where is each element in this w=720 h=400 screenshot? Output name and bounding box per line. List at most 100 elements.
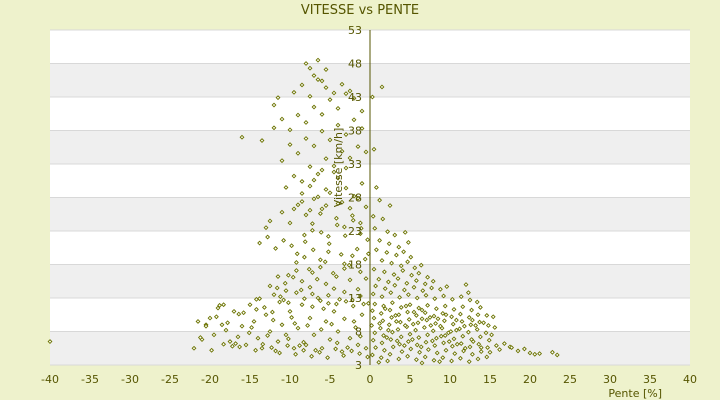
data-point xyxy=(469,317,475,323)
data-point xyxy=(341,289,347,295)
data-point xyxy=(408,254,414,260)
data-point xyxy=(271,292,277,298)
data-point xyxy=(331,169,337,175)
data-point xyxy=(419,316,425,322)
x-tick-label: 40 xyxy=(683,373,697,386)
x-tick-label: -40 xyxy=(41,373,59,386)
data-point xyxy=(330,270,336,276)
data-point xyxy=(412,265,418,271)
data-point xyxy=(414,295,420,301)
data-point xyxy=(317,349,323,355)
data-point xyxy=(319,128,325,134)
data-point xyxy=(309,270,315,275)
data-point xyxy=(477,319,483,325)
data-point xyxy=(219,322,225,328)
data-point xyxy=(549,349,555,355)
data-point xyxy=(397,341,403,347)
data-point xyxy=(463,282,469,288)
x-tick-label: 15 xyxy=(483,373,497,386)
data-point xyxy=(396,356,402,362)
y-axis-label: Vitesse [km/h] xyxy=(332,128,345,208)
data-point xyxy=(47,339,53,344)
data-point xyxy=(318,327,324,332)
data-point xyxy=(424,317,430,323)
data-point xyxy=(292,321,298,326)
data-point xyxy=(341,261,347,267)
data-point xyxy=(339,148,345,154)
data-point xyxy=(457,355,463,361)
data-point xyxy=(370,291,376,297)
data-point xyxy=(291,206,297,212)
data-point xyxy=(236,311,242,317)
data-point xyxy=(386,322,392,328)
data-point xyxy=(322,259,328,265)
data-point xyxy=(285,272,291,278)
data-point xyxy=(317,264,323,270)
data-point xyxy=(355,144,361,150)
data-point xyxy=(476,341,482,347)
data-point xyxy=(458,294,464,300)
data-point xyxy=(269,309,275,315)
data-point xyxy=(221,341,227,347)
data-point xyxy=(432,343,438,349)
data-point xyxy=(289,314,295,320)
x-tick-label: 20 xyxy=(523,373,537,386)
data-point xyxy=(429,338,435,344)
data-point xyxy=(285,343,291,349)
data-point xyxy=(267,218,273,224)
data-point xyxy=(413,278,419,284)
y-tick-label: 33 xyxy=(348,158,362,171)
data-point xyxy=(279,322,285,328)
data-point xyxy=(484,354,490,360)
data-point xyxy=(409,337,415,342)
data-point xyxy=(325,355,331,361)
data-point xyxy=(410,321,416,327)
data-point xyxy=(421,325,427,330)
data-point xyxy=(273,245,279,251)
data-point xyxy=(371,146,377,152)
data-point xyxy=(466,314,472,320)
data-point xyxy=(470,339,476,344)
data-point xyxy=(403,303,409,309)
data-point xyxy=(493,343,499,349)
data-point xyxy=(474,327,480,332)
data-point xyxy=(399,349,405,355)
data-point xyxy=(509,345,515,351)
x-tick-label: -20 xyxy=(201,373,219,386)
data-point xyxy=(281,297,287,303)
data-point xyxy=(321,306,327,312)
data-point xyxy=(422,281,428,287)
data-point xyxy=(441,293,447,299)
data-point xyxy=(393,252,399,258)
data-point xyxy=(191,345,197,351)
data-point xyxy=(460,304,466,310)
data-point xyxy=(393,319,399,324)
data-point xyxy=(306,266,312,272)
data-point xyxy=(299,82,305,88)
data-point xyxy=(431,357,437,363)
data-point xyxy=(343,165,349,171)
data-point xyxy=(380,318,386,324)
data-point xyxy=(343,298,349,304)
data-point xyxy=(197,335,203,340)
data-point xyxy=(347,277,353,283)
data-point xyxy=(257,296,263,302)
data-point xyxy=(373,185,379,190)
data-point xyxy=(425,347,431,353)
data-point xyxy=(293,260,299,265)
data-point xyxy=(317,211,323,217)
data-point xyxy=(433,335,439,341)
y-tick-label: 48 xyxy=(348,58,362,71)
data-point xyxy=(395,276,401,282)
data-point xyxy=(376,359,382,365)
data-point xyxy=(363,149,369,155)
data-point xyxy=(397,319,403,325)
data-point xyxy=(462,345,468,351)
data-point xyxy=(349,253,355,259)
data-point xyxy=(327,137,333,143)
data-point xyxy=(279,158,285,164)
data-point xyxy=(341,316,347,322)
data-point xyxy=(253,347,259,353)
data-point xyxy=(311,73,317,78)
y-tick-label: 18 xyxy=(348,259,362,272)
